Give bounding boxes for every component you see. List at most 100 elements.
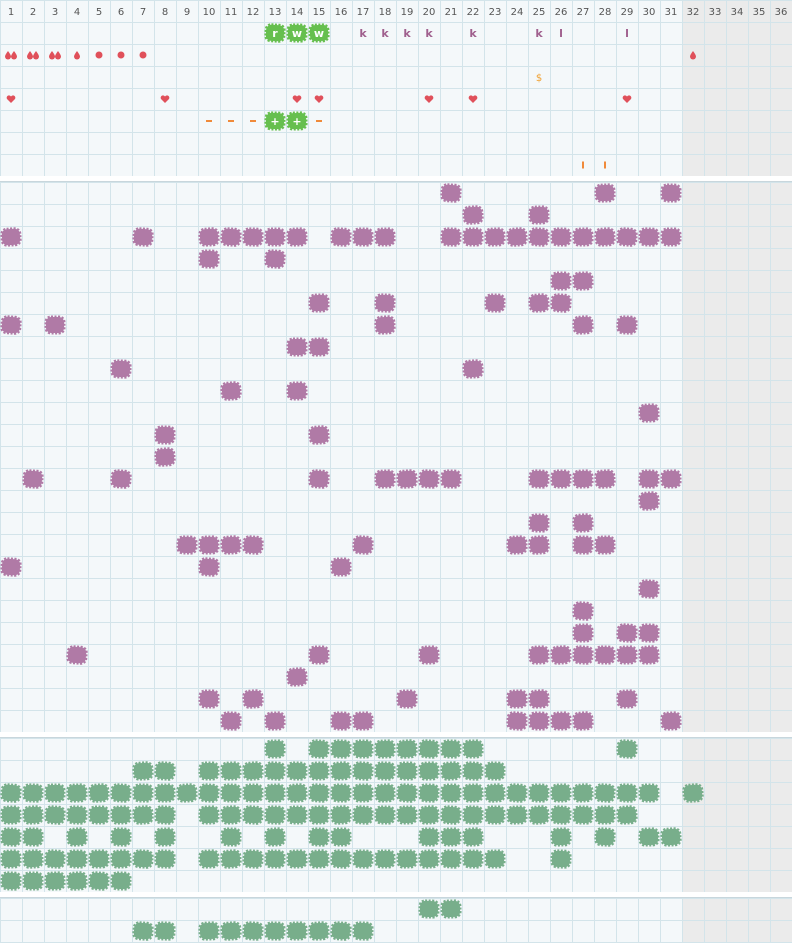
purple-tile [528,293,550,313]
green-tile [484,783,506,803]
green-tile [198,849,220,869]
purple-tile [220,535,242,555]
green-tile [154,921,176,941]
purple-tile [594,469,616,489]
purple-tile [110,469,132,489]
heart-icon [622,95,632,103]
column-number: 34 [731,7,744,18]
purple-tile [506,711,528,731]
purple-tile [154,447,176,467]
column-number: 5 [96,7,102,18]
purple-tile [308,337,330,357]
green-tile [308,761,330,781]
drop-icon [5,51,11,60]
heart-icon [424,95,434,103]
purple-tile [528,205,550,225]
separator [0,176,792,182]
green-tile [330,827,352,847]
green-tile [418,899,440,919]
purple-tile [242,535,264,555]
inactive-columns [682,182,792,732]
purple-tile [352,711,374,731]
drop-icon [74,51,80,60]
green-tile [462,827,484,847]
purple-tile [176,535,198,555]
purple-tile [572,513,594,533]
purple-tile [0,557,22,577]
inactive-columns [682,22,792,176]
purple-tile [396,689,418,709]
purple-tile [0,227,22,247]
heart-icon [314,95,324,103]
column-number: 20 [423,7,436,18]
purple-tile [506,227,528,247]
green-tile [110,783,132,803]
green-tile [330,849,352,869]
green-tile [88,783,110,803]
green-tile [484,849,506,869]
purple-tile [198,249,220,269]
green-tile [44,805,66,825]
purple-tile [660,469,682,489]
green-tile [528,783,550,803]
green-tile [66,871,88,891]
green-tile [264,921,286,941]
column-number: 32 [687,7,700,18]
purple-tile [572,711,594,731]
green-tile [242,849,264,869]
purple-tile [330,227,352,247]
purple-tile [22,469,44,489]
column-number: 36 [775,7,788,18]
purple-tile [528,689,550,709]
green-tile [242,921,264,941]
green-tile [220,761,242,781]
purple-tile [616,623,638,643]
green-tile [396,805,418,825]
green-tile [22,805,44,825]
purple-tile [0,315,22,335]
column-number: 26 [555,7,568,18]
green-tile [352,849,374,869]
purple-tile [330,711,352,731]
green-tile [440,899,462,919]
green-tile [220,849,242,869]
purple-tile [198,535,220,555]
green-tile [462,783,484,803]
green-tile [550,849,572,869]
purple-tile [638,491,660,511]
green-tile [0,871,22,891]
green-tile [462,739,484,759]
purple-tile [462,205,484,225]
green-tile [330,739,352,759]
green-tile [176,783,198,803]
green-tile [572,783,594,803]
green-tile [22,827,44,847]
purple-tile [616,315,638,335]
purple-tile [462,359,484,379]
column-number: 1 [8,7,14,18]
green-tile [462,761,484,781]
green-tile [308,783,330,803]
green-tile [88,849,110,869]
column-number: 19 [401,7,414,18]
column-number: 35 [753,7,766,18]
dot-icon [117,51,125,59]
green-tile [286,849,308,869]
green-tile [352,921,374,941]
purple-tile [484,293,506,313]
purple-tile [528,227,550,247]
green-tile [506,805,528,825]
green-tile [220,921,242,941]
green-tile [396,761,418,781]
green-tile [308,921,330,941]
green-tile [286,921,308,941]
purple-tile [396,469,418,489]
green-tile [220,805,242,825]
column-number: 25 [533,7,546,18]
purple-tile [572,271,594,291]
green-tile [396,783,418,803]
purple-tile [440,469,462,489]
green-tile [638,783,660,803]
purple-tile [308,645,330,665]
dash-icon [316,120,322,122]
